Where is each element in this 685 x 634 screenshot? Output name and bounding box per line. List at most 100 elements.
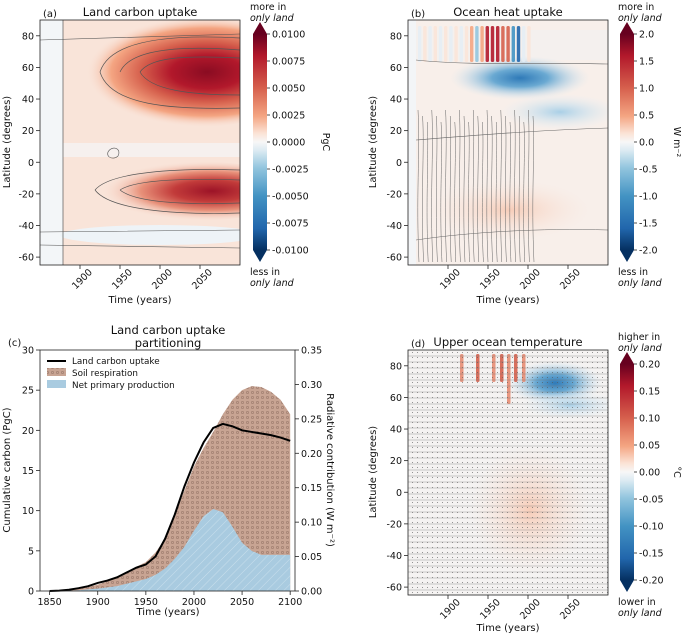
panel-b-stripe (444, 26, 448, 62)
panel-b-xlabel: Time (years) (476, 295, 540, 306)
panel-b-contour (449, 115, 452, 263)
panel-b-stripe (480, 26, 484, 62)
panel-b-stripe (485, 26, 489, 62)
panel-d-colorbar-top-arrow (620, 352, 634, 364)
panel-c-y2-tick-label: 0.00 (301, 587, 322, 598)
panel-b-colorbar-tick-label: -1.0 (639, 192, 658, 203)
panel-c-label: (c) (8, 338, 21, 349)
panel-c-ylabel: Cumulative carbon (PgC) (2, 407, 13, 532)
panel-c: 1850 1900 1950 2000 2050 2100 0 5 10 15 20 25 30 0.00… (2, 323, 335, 618)
panel-a-contour (119, 47, 240, 73)
panel-a-y-tick-label: 60 (22, 63, 34, 74)
panel-d-hatch-lines (408, 355, 608, 591)
panel-d-y-tick-label: 80 (390, 361, 402, 372)
panel-d-y-tick-label: -60 (386, 583, 402, 594)
panel-c-x-tick-label: 2100 (278, 597, 302, 608)
panel-c-xlabel: Time (years) (136, 607, 200, 618)
npp-area (49, 509, 291, 591)
panel-b-frame (407, 19, 609, 266)
panel-b-stripe (475, 26, 479, 62)
panel-b-y-tick-label: 0 (396, 158, 402, 169)
panel-b-contour (491, 115, 493, 263)
panel-a-colorbar-tick-label: 0.0075 (272, 57, 305, 68)
panel-c-title-line2: partitioning (135, 336, 202, 350)
panel-b-contour (468, 121, 470, 263)
panel-b-contour (417, 109, 420, 263)
panel-b-contour (431, 109, 434, 263)
panel-c-y2-tick-label: 0.05 (301, 552, 322, 563)
panel-d-colorbar-tick-label: 0.10 (639, 414, 660, 425)
panel-b-x-tick-label: 2000 (518, 267, 543, 292)
panel-b-title: Ocean heat uptake (453, 5, 563, 19)
panel-d-y-tick-label: 20 (390, 456, 402, 467)
panel-a-equator-band (63, 143, 240, 157)
panel-b-colorbar-tick-label: 2.0 (639, 30, 654, 41)
legend-land-carbon-uptake: Land carbon uptake (72, 357, 160, 367)
panel-d-y-tick-label: 60 (390, 393, 402, 404)
panel-b-lightblue-region (500, 94, 608, 130)
panel-d-colorbar-bottom-note: lower in (618, 597, 656, 608)
panel-c-y-tick-label: 15 (22, 466, 34, 477)
panel-a-colorbar-tick-label: -0.0100 (272, 246, 309, 257)
panel-b-stripe (522, 26, 526, 62)
panel-d-colorbar-top-note: higher in (618, 332, 660, 343)
panel-b-contour (415, 59, 608, 65)
legend-net-primary-production: Net primary production (72, 381, 175, 391)
panel-b-y-tick-label: -60 (386, 253, 402, 264)
panel-b-x-tick-label: 1950 (478, 267, 503, 292)
panel-b-stripe (438, 26, 443, 62)
panel-b-colorbar-top-note: more in (618, 2, 654, 13)
panel-b-contour (509, 121, 512, 263)
panel-a-colorbar-tick-label: 0.0050 (272, 84, 305, 95)
panel-b-stripe (496, 26, 500, 62)
panel-d-y-tick-label: 0 (396, 488, 402, 499)
panel-b-stripe (459, 26, 463, 62)
panel-a-frame (39, 19, 241, 266)
panel-d-colorbar-tick-label: -0.05 (639, 495, 664, 506)
panel-d-ylabel: Latitude (degrees) (368, 426, 379, 518)
panel-a-title: Land carbon uptake (83, 5, 198, 19)
panel-b-stripes (418, 26, 531, 62)
panel-b-x-tick-label: 2050 (558, 267, 583, 292)
panel-a-colorbar-bottom-note: less in (250, 267, 280, 278)
panel-c-y-tick-label: 0 (28, 587, 34, 598)
panel-b-contour (514, 109, 516, 263)
panel-a-y-tick-label: 20 (22, 126, 34, 137)
panel-b-blue-region (450, 56, 590, 100)
land-carbon-uptake-line (49, 422, 291, 592)
panel-c-x-tick-label: 1900 (86, 597, 110, 608)
panel-b-stripe (418, 26, 422, 62)
panel-c-y2-tick-label: 0.20 (301, 449, 322, 460)
panel-b-left-strip (408, 20, 416, 265)
panel-b-contour (435, 115, 438, 263)
panel-a-colorbar-bottom-arrow (253, 250, 267, 262)
panel-b-colorbar-tick-label: -0.5 (639, 165, 658, 176)
panel-d-xlabel: Time (years) (476, 623, 540, 634)
panel-c-y2-tick-label: 0.15 (301, 483, 322, 494)
panel-b-stripe (449, 26, 453, 62)
panel-b-stripe (490, 26, 495, 62)
panel-b-contour (422, 115, 424, 263)
panel-a-contour (139, 56, 240, 96)
panel-b-contour (482, 121, 484, 263)
panel-a-colorbar: 0.0100 0.0075 0.0050 0.0025 0.0000 -0.0025 -0.… (250, 2, 309, 289)
panel-b-colorbar-tick-label: 1.5 (639, 57, 654, 68)
panel-c-y-tick-label: 20 (22, 426, 34, 437)
panel-b-colorbar-tick-label: -2.0 (639, 246, 658, 257)
panel-a-colorbar-bar (253, 34, 267, 250)
legend-npp-swatch (47, 380, 66, 388)
panel-d-colorbar-tick-label: -0.10 (639, 522, 664, 533)
panel-b-contour (415, 127, 608, 141)
panel-d-x-tick-label: 2050 (558, 597, 583, 622)
panel-b-contour (440, 121, 443, 263)
panel-a-colorbar-tick-label: 0.0025 (272, 111, 305, 122)
panel-d-colorbar-tick-label: -0.20 (639, 576, 664, 587)
panel-a-south-blob (80, 161, 240, 221)
panel-a-x-tick-label: 2050 (190, 267, 215, 292)
panel-d-x-tick-label: 1950 (478, 597, 503, 622)
panel-b-colorbar-bar (620, 34, 634, 250)
panel-b-stripe (423, 26, 427, 62)
panel-d-colorbar-tick-label: -0.15 (639, 549, 664, 560)
panel-b-x-tick-label: 1900 (438, 267, 463, 292)
